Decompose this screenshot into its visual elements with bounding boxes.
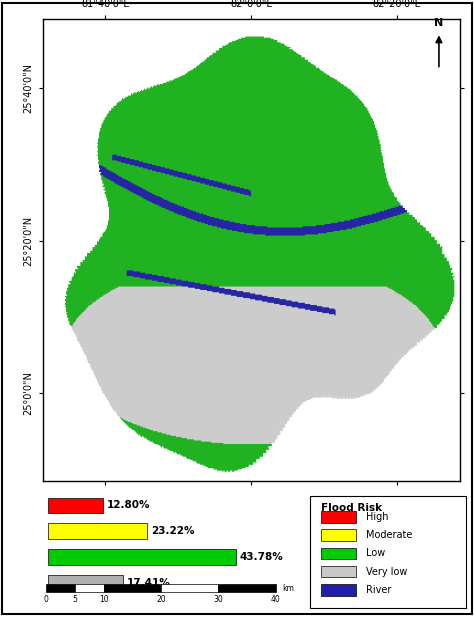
Bar <box>48 549 236 565</box>
Bar <box>48 575 122 590</box>
Text: Flood Risk: Flood Risk <box>321 503 382 513</box>
Text: 12.80%: 12.80% <box>107 500 150 510</box>
Bar <box>321 547 356 559</box>
Text: Moderate: Moderate <box>366 530 412 540</box>
Bar <box>161 584 219 592</box>
Bar <box>219 584 275 592</box>
Text: 43.78%: 43.78% <box>239 552 283 562</box>
Bar <box>321 511 356 523</box>
Bar <box>75 584 104 592</box>
Text: km: km <box>283 584 294 592</box>
Text: 10: 10 <box>99 595 109 604</box>
Text: High: High <box>366 512 389 522</box>
Text: Very low: Very low <box>366 566 408 576</box>
Bar <box>321 584 356 595</box>
Bar <box>321 529 356 541</box>
Text: 20: 20 <box>156 595 166 604</box>
Text: 17.41%: 17.41% <box>127 578 170 588</box>
Bar <box>104 584 161 592</box>
Text: 5: 5 <box>73 595 77 604</box>
Text: 30: 30 <box>213 595 223 604</box>
Bar <box>48 523 147 539</box>
Text: N: N <box>434 18 444 28</box>
Text: Low: Low <box>366 549 385 558</box>
Text: 23.22%: 23.22% <box>151 526 195 536</box>
Bar <box>48 498 103 513</box>
Text: 0: 0 <box>44 595 49 604</box>
Bar <box>321 566 356 578</box>
Text: 40: 40 <box>271 595 281 604</box>
Text: River: River <box>366 585 392 595</box>
Bar <box>46 584 75 592</box>
